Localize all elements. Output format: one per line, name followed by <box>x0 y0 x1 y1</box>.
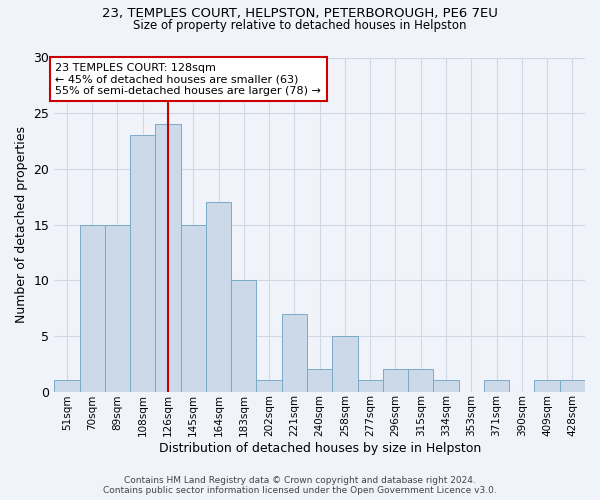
Bar <box>433 380 458 392</box>
Text: Size of property relative to detached houses in Helpston: Size of property relative to detached ho… <box>133 18 467 32</box>
Bar <box>130 136 155 392</box>
Bar <box>80 224 105 392</box>
Bar <box>256 380 282 392</box>
Bar <box>358 380 383 392</box>
Bar <box>535 380 560 392</box>
Text: 23 TEMPLES COURT: 128sqm
← 45% of detached houses are smaller (63)
55% of semi-d: 23 TEMPLES COURT: 128sqm ← 45% of detach… <box>55 62 321 96</box>
Bar <box>206 202 231 392</box>
Bar <box>332 336 358 392</box>
Bar <box>307 370 332 392</box>
Text: Contains HM Land Registry data © Crown copyright and database right 2024.
Contai: Contains HM Land Registry data © Crown c… <box>103 476 497 495</box>
Bar <box>383 370 408 392</box>
Text: 23, TEMPLES COURT, HELPSTON, PETERBOROUGH, PE6 7EU: 23, TEMPLES COURT, HELPSTON, PETERBOROUG… <box>102 8 498 20</box>
Bar <box>282 314 307 392</box>
Bar <box>54 380 80 392</box>
Bar <box>408 370 433 392</box>
Bar <box>560 380 585 392</box>
Bar <box>484 380 509 392</box>
Bar <box>155 124 181 392</box>
X-axis label: Distribution of detached houses by size in Helpston: Distribution of detached houses by size … <box>158 442 481 455</box>
Y-axis label: Number of detached properties: Number of detached properties <box>15 126 28 323</box>
Bar <box>181 224 206 392</box>
Bar <box>105 224 130 392</box>
Bar <box>231 280 256 392</box>
